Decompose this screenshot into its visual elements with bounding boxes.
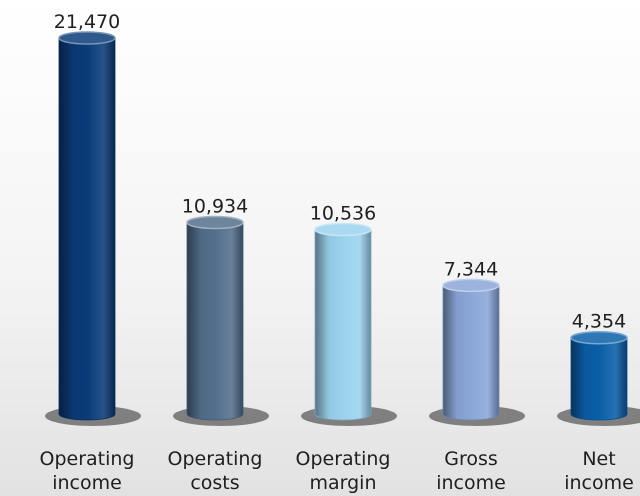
category-label: Operating margin xyxy=(296,448,391,494)
bar-top xyxy=(58,31,116,45)
category-label: Operating costs xyxy=(168,448,263,494)
data-label: 10,536 xyxy=(310,202,376,224)
category-label: Gross income xyxy=(436,448,506,494)
bar xyxy=(570,337,628,421)
bar xyxy=(442,284,500,421)
bars xyxy=(58,31,628,421)
data-label: 10,934 xyxy=(182,196,248,218)
bar xyxy=(58,37,116,421)
category-label: Operating income xyxy=(40,448,135,494)
bar-top xyxy=(442,278,500,293)
bar-top xyxy=(570,330,628,345)
data-label: 21,470 xyxy=(54,11,120,33)
bar xyxy=(314,229,372,421)
data-label: 4,354 xyxy=(572,311,626,333)
value-labels: 21,470 10,934 10,536 7,344 4,354 xyxy=(54,11,626,333)
bar-top xyxy=(314,222,372,237)
bar xyxy=(186,222,244,421)
category-labels: Operating income Operating costs Operating ma… xyxy=(40,448,634,494)
data-label: 7,344 xyxy=(444,258,498,280)
category-label: Net income xyxy=(564,448,634,494)
bar-top xyxy=(186,215,244,230)
